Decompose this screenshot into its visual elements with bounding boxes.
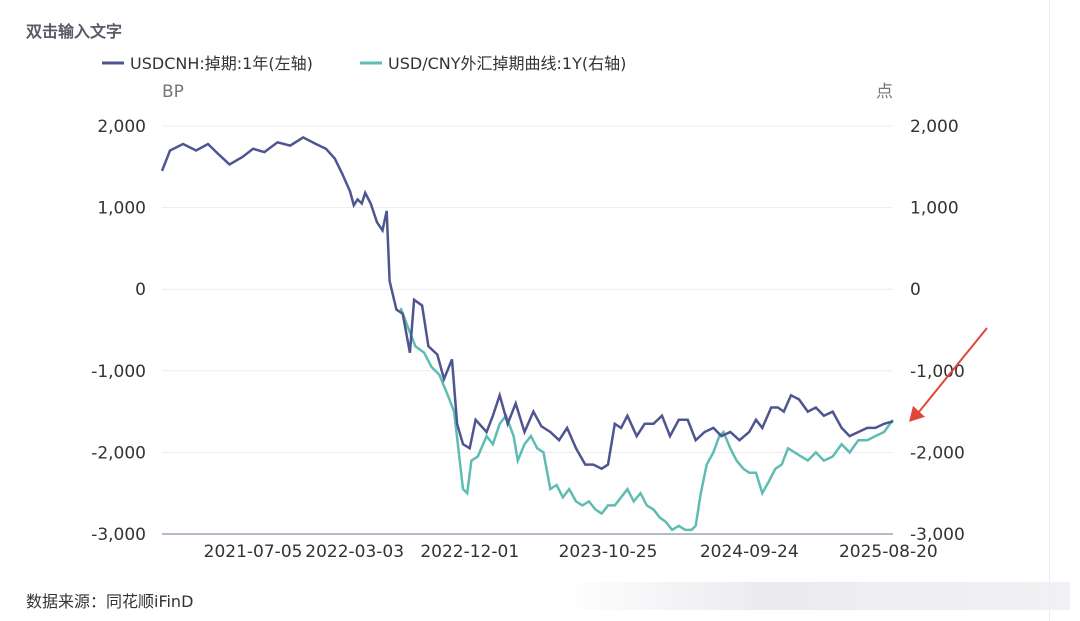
right-tick-label: -2,000 — [910, 443, 965, 463]
left-tick-label: 0 — [135, 280, 146, 300]
left-tick-label: -1,000 — [91, 362, 146, 382]
x-tick-label: 2024-09-24 — [700, 542, 799, 562]
x-axis-ticks: 2021-07-05 2022-03-03 2022-12-01 2023-10-25… — [204, 542, 938, 562]
right-tick-label: 2,000 — [910, 117, 959, 137]
x-tick-label: 2021-07-05 — [204, 542, 303, 562]
x-tick-label: 2022-12-01 — [420, 542, 519, 562]
right-tick-label: -3,000 — [910, 525, 965, 545]
left-tick-label: -3,000 — [91, 525, 146, 545]
series-usdcnh-swap-line[interactable] — [160, 135, 894, 471]
x-tick-label: 2022-03-03 — [305, 542, 404, 562]
left-tick-label: 2,000 — [97, 117, 146, 137]
series-usdcny-swap-line[interactable] — [399, 307, 895, 532]
left-axis-unit: BP — [162, 82, 184, 102]
annotation-arrow — [909, 327, 988, 422]
left-axis-ticks: 2,000 1,000 0 -1,000 -2,000 -3,000 — [91, 117, 146, 545]
gridlines — [162, 125, 893, 453]
left-tick-label: 1,000 — [97, 199, 146, 219]
x-tick-label: 2025-08-20 — [839, 542, 938, 562]
legend-label-usdcny[interactable]: USD/CNY外汇掉期曲线:1Y(右轴) — [388, 54, 626, 73]
arrow-head — [909, 405, 925, 422]
right-tick-label: 1,000 — [910, 199, 959, 219]
right-tick-label: -1,000 — [910, 362, 965, 382]
chart-title[interactable]: 双击输入文字 — [26, 22, 123, 41]
chart-panel: 双击输入文字 数据来源：同花顺iFinD — [26, 0, 1070, 621]
legend: USDCNH:掉期:1年(左轴) USD/CNY外汇掉期曲线:1Y(右轴) — [102, 54, 626, 73]
left-tick-label: -2,000 — [91, 443, 146, 463]
right-axis-unit: 点 — [876, 82, 893, 102]
arrow-shaft — [918, 327, 988, 413]
right-tick-label: 0 — [910, 280, 921, 300]
data-source: 数据来源：同花顺iFinD — [26, 592, 194, 611]
bottom-fade — [560, 582, 1070, 610]
right-axis-ticks: 2,000 1,000 0 -1,000 -2,000 -3,000 — [910, 117, 965, 545]
x-tick-label: 2023-10-25 — [559, 542, 658, 562]
legend-label-usdcnh[interactable]: USDCNH:掉期:1年(左轴) — [130, 54, 313, 73]
